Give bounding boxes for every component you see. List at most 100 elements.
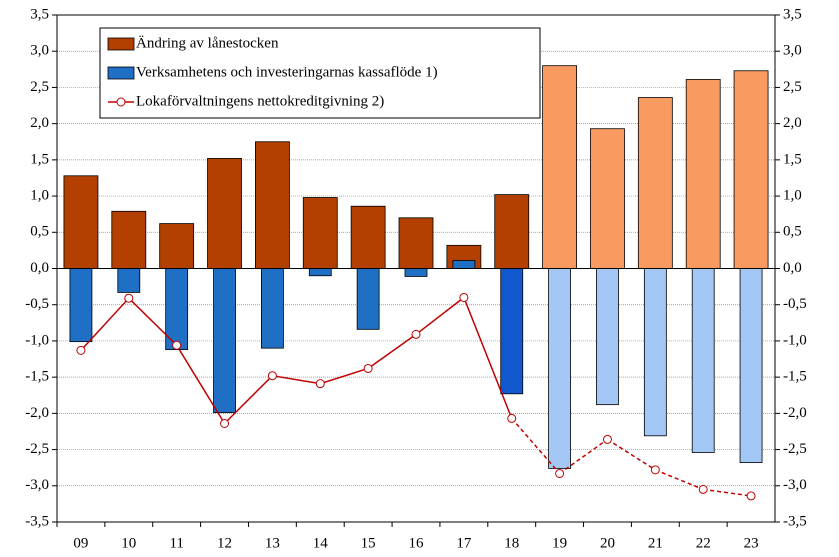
legend bbox=[99, 27, 541, 119]
line-segment bbox=[367, 333, 417, 370]
x-tick-label: 15 bbox=[361, 535, 376, 551]
y2-tick-label: 0,5 bbox=[783, 224, 802, 240]
y-tick-label: -2,0 bbox=[25, 405, 49, 421]
y2-tick-label: -2,0 bbox=[783, 405, 807, 421]
y-tick-label: 3,0 bbox=[30, 43, 49, 59]
line-segment bbox=[176, 344, 226, 424]
x-tick-label: 17 bbox=[456, 535, 472, 551]
x-tick-label: 10 bbox=[121, 535, 136, 551]
y-tick-label: 0,0 bbox=[30, 260, 49, 276]
y-tick-label: 3,5 bbox=[30, 6, 49, 22]
bar bbox=[260, 268, 284, 349]
line-marker bbox=[76, 345, 86, 355]
line-marker bbox=[602, 434, 612, 444]
legend-label: Lokaförvaltningens nettokreditgivning 2) bbox=[136, 93, 384, 109]
bar bbox=[254, 141, 290, 269]
line-segment bbox=[511, 417, 561, 474]
bar bbox=[350, 205, 386, 269]
bar bbox=[356, 268, 380, 330]
y2-tick-label: 3,5 bbox=[783, 6, 802, 22]
x-tick-label: 23 bbox=[744, 535, 759, 551]
bar bbox=[733, 70, 769, 269]
y2-tick-label: 3,0 bbox=[783, 43, 802, 59]
line-marker bbox=[411, 329, 421, 339]
y-tick-label: 0,5 bbox=[30, 224, 49, 240]
y-tick-label: -3,0 bbox=[25, 477, 49, 493]
line-marker bbox=[267, 371, 277, 381]
x-tick-label: 13 bbox=[265, 535, 280, 551]
bar bbox=[548, 268, 571, 469]
line-segment bbox=[559, 438, 608, 475]
bar bbox=[308, 268, 332, 277]
line-segment bbox=[415, 296, 465, 336]
x-tick-label: 16 bbox=[409, 535, 425, 551]
line-marker bbox=[650, 465, 660, 475]
line-segment bbox=[272, 374, 321, 385]
x-tick-label: 14 bbox=[313, 535, 329, 551]
legend-label: Ändring av lånestocken bbox=[136, 34, 279, 51]
y-tick-label: -2,5 bbox=[25, 441, 49, 457]
bar bbox=[302, 197, 338, 269]
legend-swatch bbox=[107, 66, 135, 80]
y2-tick-label: -0,5 bbox=[783, 296, 807, 312]
bar bbox=[111, 210, 147, 269]
x-tick-label: 12 bbox=[217, 535, 232, 551]
plot-border bbox=[56, 14, 776, 523]
x-tick-label: 22 bbox=[696, 535, 711, 551]
y-tick-label: -0,5 bbox=[25, 296, 49, 312]
bar bbox=[452, 260, 476, 269]
line-segment bbox=[607, 438, 656, 471]
bar bbox=[691, 268, 715, 453]
bar bbox=[404, 268, 428, 277]
line-segment bbox=[320, 367, 369, 385]
line-segment bbox=[80, 297, 130, 351]
y2-tick-label: -1,0 bbox=[783, 332, 807, 348]
x-tick-label: 19 bbox=[552, 535, 567, 551]
y2-tick-label: -2,5 bbox=[783, 441, 807, 457]
x-tick-label: 21 bbox=[648, 535, 663, 551]
y-tick-label: 1,0 bbox=[30, 188, 49, 204]
y2-tick-label: 1,0 bbox=[783, 188, 802, 204]
legend-marker bbox=[116, 97, 126, 107]
line-marker bbox=[555, 468, 565, 478]
y2-tick-label: 1,5 bbox=[783, 151, 802, 167]
x-tick-label: 11 bbox=[169, 535, 183, 551]
y-tick-label: -1,5 bbox=[25, 369, 49, 385]
x-tick-label: 20 bbox=[600, 535, 615, 551]
y2-tick-label: 2,5 bbox=[783, 79, 802, 95]
x-tick-label: 18 bbox=[504, 535, 519, 551]
legend-swatch bbox=[107, 37, 135, 51]
bar bbox=[213, 268, 236, 414]
line-marker bbox=[124, 293, 134, 303]
y2-tick-label: 2,0 bbox=[783, 115, 802, 131]
bar bbox=[117, 268, 141, 293]
bar bbox=[542, 65, 577, 269]
y-tick-label: -3,5 bbox=[25, 513, 49, 529]
bar bbox=[500, 268, 524, 395]
bar bbox=[159, 223, 195, 269]
y-tick-label: -1,0 bbox=[25, 332, 49, 348]
line-marker bbox=[315, 379, 325, 389]
y2-tick-label: -3,0 bbox=[783, 477, 807, 493]
line-segment bbox=[655, 469, 704, 491]
bar bbox=[590, 128, 625, 269]
bar bbox=[685, 79, 721, 269]
bar bbox=[739, 268, 763, 464]
y2-tick-label: -3,5 bbox=[783, 513, 807, 529]
line-marker bbox=[507, 413, 517, 423]
line-marker bbox=[459, 292, 469, 302]
line-marker bbox=[698, 484, 708, 494]
x-tick-label: 09 bbox=[73, 535, 88, 551]
line-segment bbox=[224, 375, 273, 425]
line-marker bbox=[746, 491, 756, 501]
bar bbox=[398, 217, 434, 269]
bar bbox=[643, 268, 667, 437]
bar bbox=[63, 175, 99, 269]
y2-tick-label: -1,5 bbox=[783, 369, 807, 385]
line-marker bbox=[363, 363, 373, 373]
bar bbox=[69, 268, 93, 343]
bar bbox=[494, 194, 530, 269]
bar bbox=[207, 158, 242, 269]
bar bbox=[596, 268, 619, 406]
